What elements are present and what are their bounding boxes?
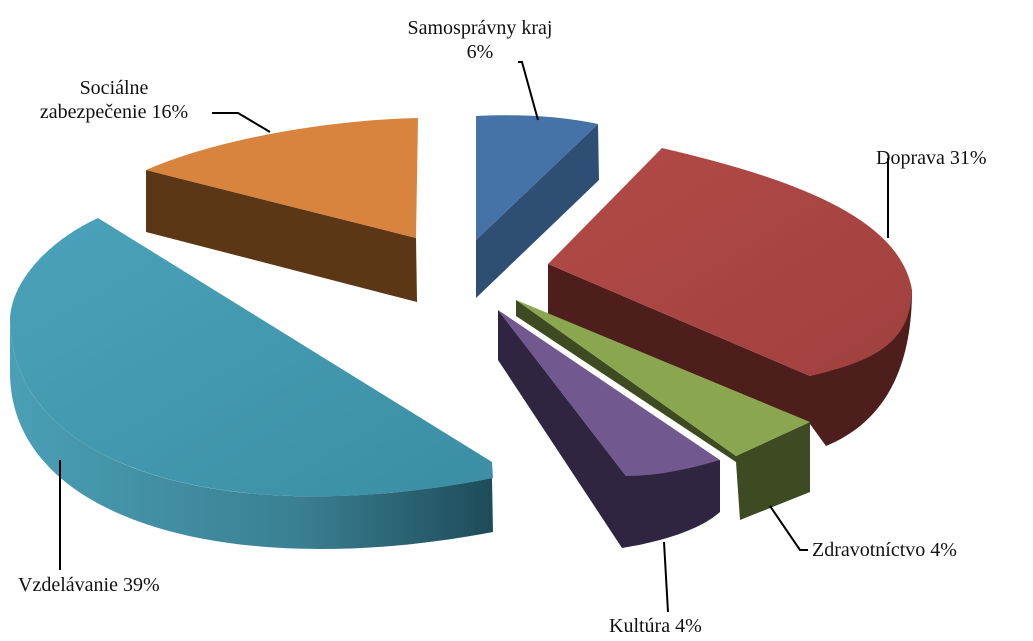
label-samospravny: Samosprávny kraj 6%: [380, 16, 580, 64]
label-vzdelavanie: Vzdelávanie 39%: [18, 574, 160, 596]
slice-socialne: [146, 118, 418, 302]
leader-kultura: [663, 541, 669, 613]
leader-zdravotnictvo: [769, 505, 808, 551]
slice-doprava-top: [548, 148, 912, 376]
label-doprava: Doprava 31%: [876, 147, 987, 169]
leader-samospravny: [518, 61, 539, 121]
label-socialne-line2: zabezpečenie 16%: [39, 101, 189, 123]
slice-samospravny-side: [476, 124, 599, 298]
slice-doprava-side: [548, 264, 912, 446]
slice-vzdelavanie-top: [10, 218, 493, 497]
slice-kultura-side: [498, 310, 720, 548]
slice-vzdelavanie-side: [10, 318, 493, 550]
slice-zdravotnictvo: [516, 300, 810, 520]
label-samospravny-pct: 6%: [466, 41, 494, 63]
label-socialne-line1: Sociálne: [79, 77, 149, 99]
slice-kultura: [498, 310, 720, 548]
slice-doprava: [548, 148, 912, 446]
slice-zdravotnictvo-top: [516, 300, 810, 456]
label-socialne: Sociálne zabezpečenie 16%: [14, 76, 214, 124]
slice-vzdelavanie: [10, 218, 493, 550]
leader-lines: [59, 61, 889, 613]
label-samospravny-name: Samosprávny kraj: [407, 17, 553, 39]
slice-samospravny-top: [476, 115, 598, 240]
slice-samospravny: [476, 115, 599, 298]
slice-socialne-side: [146, 170, 417, 302]
leader-socialne: [212, 112, 271, 133]
slice-socialne-top: [146, 118, 418, 238]
label-zdravotnictvo: Zdravotníctvo 4%: [812, 539, 957, 561]
slice-zdravotnictvo-side: [516, 300, 810, 520]
label-kultura: Kultúra 4%: [609, 615, 702, 637]
slice-kultura-top: [498, 310, 720, 476]
